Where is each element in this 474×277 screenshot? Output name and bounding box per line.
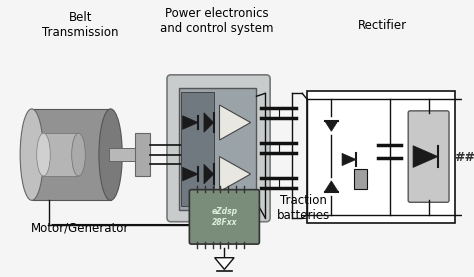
Text: Traction
batteries: Traction batteries bbox=[276, 194, 330, 222]
Ellipse shape bbox=[72, 133, 85, 176]
Polygon shape bbox=[182, 116, 198, 129]
Bar bbox=[135, 133, 150, 176]
Polygon shape bbox=[219, 105, 251, 140]
FancyBboxPatch shape bbox=[167, 75, 270, 222]
Text: Belt
Transmission: Belt Transmission bbox=[42, 11, 118, 39]
Bar bbox=[32, 109, 110, 200]
Polygon shape bbox=[215, 258, 234, 269]
Text: Rectifier: Rectifier bbox=[358, 19, 408, 32]
Polygon shape bbox=[204, 164, 214, 184]
Ellipse shape bbox=[99, 109, 122, 200]
Polygon shape bbox=[325, 120, 338, 131]
Polygon shape bbox=[325, 181, 338, 192]
Text: eZdsp
28Fxx: eZdsp 28Fxx bbox=[211, 207, 237, 227]
Text: ##: ## bbox=[454, 150, 474, 163]
Ellipse shape bbox=[20, 109, 44, 200]
Bar bbox=[109, 148, 136, 161]
Bar bbox=[44, 133, 79, 176]
Ellipse shape bbox=[36, 133, 50, 176]
Polygon shape bbox=[182, 167, 198, 181]
Bar bbox=[307, 91, 455, 223]
Polygon shape bbox=[204, 113, 214, 132]
FancyBboxPatch shape bbox=[190, 190, 259, 244]
Bar bbox=[179, 88, 256, 210]
Bar bbox=[354, 169, 367, 189]
Bar bbox=[181, 92, 214, 206]
Text: Power electronics
and control system: Power electronics and control system bbox=[160, 7, 273, 35]
Polygon shape bbox=[413, 146, 438, 168]
Polygon shape bbox=[342, 153, 356, 166]
FancyBboxPatch shape bbox=[408, 111, 449, 202]
Polygon shape bbox=[219, 157, 251, 192]
Text: Motor/Generator: Motor/Generator bbox=[31, 221, 129, 234]
